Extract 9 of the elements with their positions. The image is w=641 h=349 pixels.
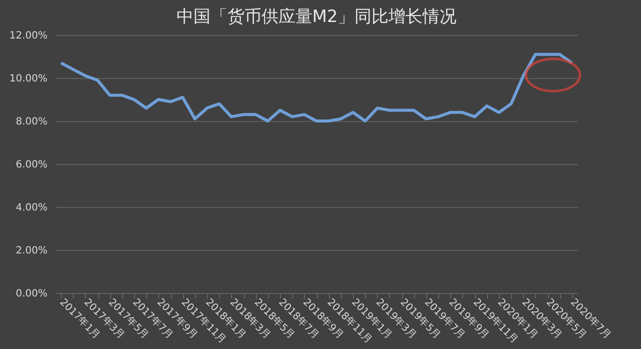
- y-tick-label: 4.00%: [16, 202, 48, 214]
- y-tick-label: 2.00%: [16, 246, 48, 256]
- y-tick-label: 10.00%: [9, 74, 48, 84]
- y-tick-label: 0.00%: [16, 288, 48, 300]
- line-series: [60, 52, 574, 122]
- y-tick-label: 8.00%: [16, 116, 48, 128]
- chart-title: 中国「货币供应量M2」同比增长情况: [176, 7, 457, 27]
- y-tick-label: 6.00%: [16, 160, 48, 170]
- y-tick-label: 12.00%: [9, 30, 48, 42]
